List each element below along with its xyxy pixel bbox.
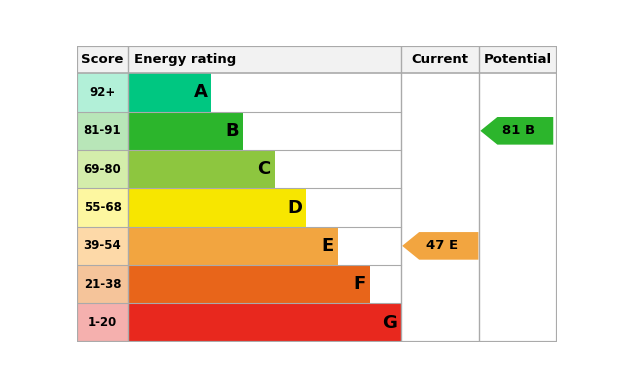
Text: F: F [353, 275, 366, 293]
Bar [77, 46, 557, 73]
Bar [77, 73, 128, 112]
Text: 81-91: 81-91 [84, 124, 121, 137]
Bar [77, 112, 128, 150]
Text: G: G [383, 314, 397, 331]
Polygon shape [402, 232, 478, 260]
Bar [77, 188, 128, 227]
Text: E: E [322, 237, 334, 255]
Bar [128, 150, 275, 188]
Text: Score: Score [81, 53, 124, 66]
Bar [128, 188, 306, 227]
Text: 81 B: 81 B [502, 124, 535, 137]
Text: Potential: Potential [484, 53, 552, 66]
Text: 1-20: 1-20 [88, 316, 117, 329]
Text: 21-38: 21-38 [84, 278, 121, 291]
Text: 92+: 92+ [89, 86, 116, 99]
Text: Current: Current [412, 53, 469, 66]
Text: 55-68: 55-68 [84, 201, 121, 214]
Text: 39-54: 39-54 [84, 239, 121, 252]
Text: C: C [258, 160, 271, 178]
Bar [128, 112, 243, 150]
Bar [128, 227, 338, 265]
Text: B: B [225, 122, 239, 140]
Text: 69-80: 69-80 [84, 163, 121, 175]
Polygon shape [480, 117, 553, 145]
Bar [128, 303, 401, 342]
Bar [128, 265, 370, 303]
Text: A: A [194, 83, 207, 101]
Text: 47 E: 47 E [426, 239, 458, 252]
Bar [77, 150, 128, 188]
Bar [128, 73, 211, 112]
Bar [77, 265, 128, 303]
Text: D: D [287, 199, 303, 217]
Text: Energy rating: Energy rating [134, 53, 236, 66]
Bar [77, 303, 128, 342]
Bar [77, 227, 128, 265]
